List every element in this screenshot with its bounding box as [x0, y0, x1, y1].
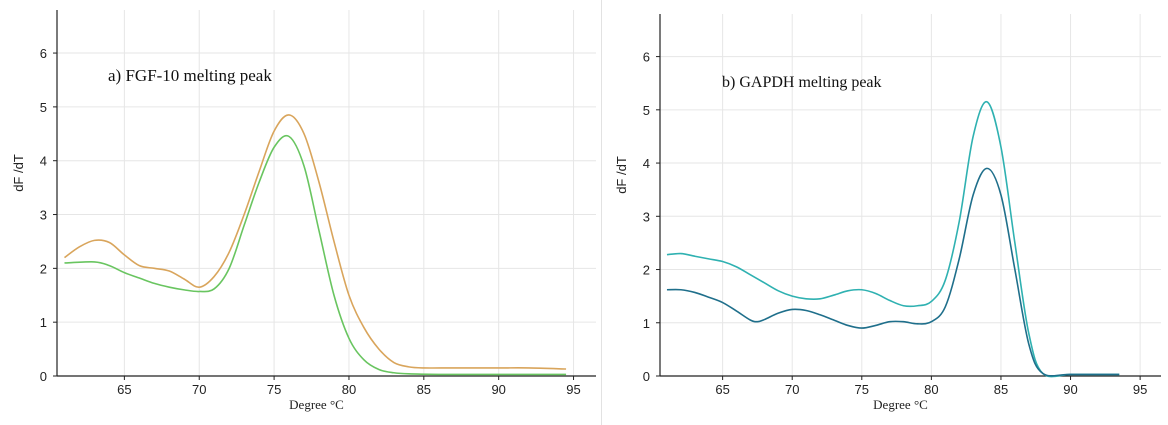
- y-tick-label: 3: [40, 208, 47, 223]
- x-tick-label: 75: [855, 382, 869, 397]
- x-tick-label: 80: [342, 382, 356, 397]
- chart-panel-fgf10: 65 70 75 80 85 90 95 0 1 2 3 4 5 6 Degree °C dF /dT a) F…: [11, 10, 596, 412]
- chart-panel-gapdh: 65 70 75 80 85 90 95 0 1 2 3 4 5 6 Degree °C dF /dT b) G…: [604, 0, 1168, 425]
- chart-title: b) GAPDH melting peak: [722, 74, 882, 91]
- x-tick-label: 95: [566, 382, 580, 397]
- x-tick-label: 70: [785, 382, 799, 397]
- x-tick-label: 90: [1063, 382, 1077, 397]
- y-tick-label: 1: [40, 315, 47, 330]
- x-tick-label: 65: [715, 382, 729, 397]
- y-tick-label: 5: [643, 103, 650, 118]
- x-tick-label: 80: [924, 382, 938, 397]
- y-tick-label: 0: [40, 369, 47, 384]
- y-tick-label: 1: [643, 316, 650, 331]
- y-tick-label: 6: [643, 50, 650, 65]
- y-tick-label: 6: [40, 46, 47, 61]
- series-line-2: [666, 167, 1120, 377]
- x-tick-label: 95: [1133, 382, 1147, 397]
- y-axis-label: dF /dT: [614, 156, 629, 194]
- x-tick-label: 70: [192, 382, 206, 397]
- y-tick-label: 0: [643, 369, 650, 384]
- y-tick-label: 4: [40, 154, 47, 169]
- y-tick-label: 5: [40, 100, 47, 115]
- y-tick-label: 2: [643, 263, 650, 278]
- x-tick-label: 85: [994, 382, 1008, 397]
- x-tick-label: 85: [417, 382, 431, 397]
- x-tick-label: 65: [117, 382, 131, 397]
- plot-area: [57, 10, 596, 376]
- x-tick-label: 90: [491, 382, 505, 397]
- y-tick-label: 3: [643, 209, 650, 224]
- y-axis-label: dF /dT: [11, 154, 26, 192]
- melting-peak-chart-gapdh: 65 70 75 80 85 90 95 0 1 2 3 4 5 6 Degree °C dF /dT b) G…: [614, 14, 1161, 412]
- x-tick-label: 75: [267, 382, 281, 397]
- y-tick-label: 4: [643, 156, 650, 171]
- x-axis-label: Degree °C: [289, 397, 344, 412]
- chart-title: a) FGF-10 melting peak: [108, 66, 272, 85]
- x-axis-label: Degree °C: [873, 397, 928, 412]
- series-line-2: [64, 134, 567, 376]
- series-line-1: [64, 114, 567, 370]
- y-tick-label: 2: [40, 261, 47, 276]
- melting-peak-chart-fgf10: 65 70 75 80 85 90 95 0 1 2 3 4 5 6 Degree °C dF /dT a) F…: [11, 10, 596, 412]
- plot-area: [660, 14, 1161, 376]
- panel-divider: [601, 0, 602, 425]
- series-line-1: [666, 101, 1120, 378]
